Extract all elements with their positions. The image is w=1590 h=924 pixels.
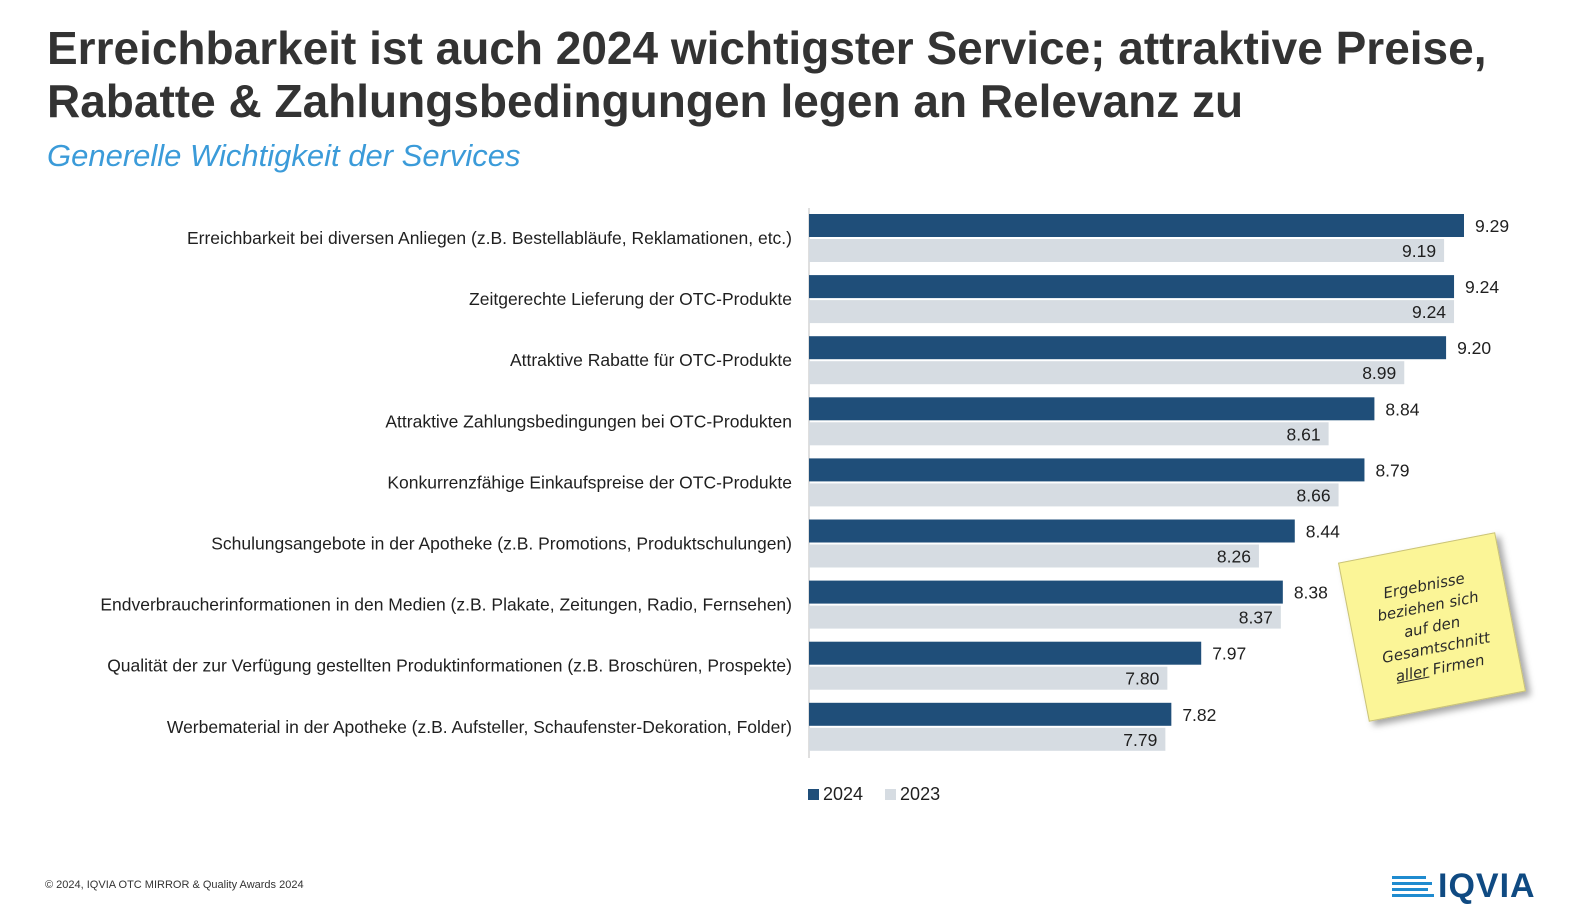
data-label-2024: 8.79	[1375, 460, 1409, 480]
page-title: Erreichbarkeit ist auch 2024 wichtigster…	[47, 22, 1587, 128]
legend-item-2024: 2024	[808, 784, 863, 805]
bar-2023	[809, 666, 1168, 690]
bar-2023	[809, 727, 1166, 751]
category-label: Erreichbarkeit bei diversen Anliegen (z.…	[187, 228, 792, 248]
iqvia-logo: IQVIA	[1392, 868, 1536, 904]
bar-2024	[809, 702, 1172, 726]
category-label: Schulungsangebote in der Apotheke (z.B. …	[211, 534, 792, 554]
bar-2023	[809, 422, 1329, 446]
bar-2024	[809, 397, 1375, 421]
data-label-2023: 8.66	[1297, 485, 1331, 505]
data-label-2023: 9.24	[1412, 302, 1446, 322]
bar-2024	[809, 336, 1447, 360]
category-label: Werbematerial in der Apotheke (z.B. Aufs…	[167, 717, 792, 737]
data-label-2024: 8.84	[1385, 399, 1419, 419]
bar-2023	[809, 483, 1339, 507]
bar-2024	[809, 275, 1455, 299]
title-line-2: Rabatte & Zahlungsbedingungen legen an R…	[47, 75, 1244, 127]
legend-label-2023: 2023	[900, 784, 941, 804]
data-label-2023: 8.99	[1362, 363, 1396, 383]
bar-2023	[809, 544, 1259, 568]
data-label-2024: 8.38	[1294, 583, 1328, 603]
sticky-note-underlined-word: aller	[1394, 661, 1430, 686]
data-label-2024: 7.97	[1212, 644, 1246, 664]
bar-2024	[809, 641, 1202, 665]
category-label: Zeitgerechte Lieferung der OTC-Produkte	[469, 289, 792, 309]
legend-item-2023: 2023	[885, 784, 940, 805]
legend-label-2024: 2024	[823, 784, 864, 804]
category-label: Attraktive Zahlungsbedingungen bei OTC-P…	[385, 411, 792, 431]
copyright-footer: © 2024, IQVIA OTC MIRROR & Quality Award…	[45, 879, 304, 891]
category-label: Qualität der zur Verfügung gestellten Pr…	[107, 656, 792, 676]
bar-2023	[809, 361, 1405, 385]
data-label-2023: 7.80	[1125, 669, 1159, 689]
bar-2023	[809, 300, 1455, 324]
page-subtitle: Generelle Wichtigkeit der Services	[47, 138, 521, 173]
data-label-2023: 8.26	[1217, 547, 1251, 567]
bar-2024	[809, 519, 1295, 543]
data-label-2023: 8.37	[1239, 608, 1273, 628]
category-label: Endverbraucherinformationen in den Medie…	[100, 595, 792, 615]
bar-2023	[809, 239, 1445, 262]
data-label-2024: 9.24	[1465, 277, 1499, 297]
bar-2024	[809, 580, 1283, 604]
bar-2024	[809, 458, 1365, 482]
data-label-2024: 8.44	[1306, 522, 1340, 542]
data-label-2023: 7.79	[1123, 730, 1157, 750]
sticky-note: Ergebnisse beziehen sich auf den Gesamts…	[1338, 532, 1526, 722]
category-label: Konkurrenzfähige Einkaufspreise der OTC-…	[387, 472, 792, 492]
chart-legend: 2024 2023	[808, 784, 940, 805]
title-line-1: Erreichbarkeit ist auch 2024 wichtigster…	[47, 22, 1487, 74]
bar-2024	[809, 214, 1464, 237]
legend-swatch-2024	[808, 789, 819, 800]
data-label-2024: 7.82	[1182, 705, 1216, 725]
data-label-2023: 9.19	[1402, 241, 1436, 261]
bar-2023	[809, 605, 1281, 629]
data-label-2024: 9.20	[1457, 338, 1491, 358]
legend-swatch-2023	[885, 789, 897, 800]
data-label-2024: 9.29	[1475, 216, 1509, 236]
logo-lines-icon	[1392, 875, 1434, 897]
category-label: Attraktive Rabatte für OTC-Produkte	[510, 350, 792, 370]
data-label-2023: 8.61	[1287, 424, 1321, 444]
logo-text: IQVIA	[1438, 867, 1536, 905]
